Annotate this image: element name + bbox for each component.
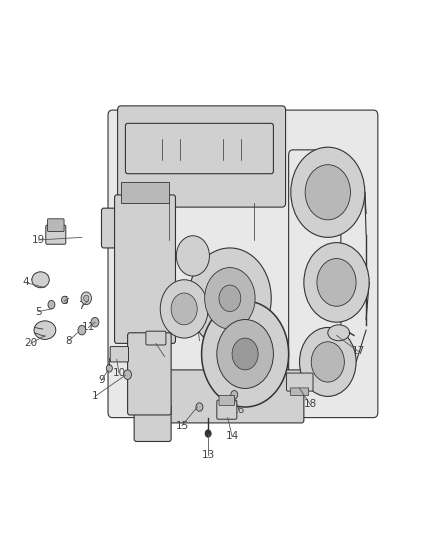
Circle shape (188, 248, 271, 349)
Ellipse shape (118, 247, 150, 286)
Circle shape (61, 296, 67, 304)
Circle shape (84, 295, 89, 302)
Ellipse shape (118, 215, 142, 244)
Text: 15: 15 (175, 421, 189, 431)
FancyBboxPatch shape (125, 123, 273, 174)
FancyBboxPatch shape (121, 182, 169, 203)
Circle shape (48, 301, 55, 309)
Text: 6: 6 (61, 296, 68, 306)
Ellipse shape (124, 254, 145, 279)
FancyBboxPatch shape (108, 110, 378, 418)
FancyBboxPatch shape (219, 395, 235, 406)
Text: 11: 11 (82, 322, 95, 333)
FancyBboxPatch shape (217, 400, 237, 419)
Text: 13: 13 (201, 450, 215, 460)
Circle shape (205, 268, 255, 329)
FancyBboxPatch shape (138, 370, 304, 423)
Circle shape (81, 292, 92, 305)
Circle shape (91, 317, 99, 327)
FancyBboxPatch shape (134, 405, 171, 441)
FancyBboxPatch shape (290, 388, 309, 395)
Text: 18: 18 (304, 399, 317, 409)
FancyBboxPatch shape (117, 106, 286, 207)
Circle shape (305, 165, 350, 220)
Circle shape (219, 285, 241, 312)
Text: 7: 7 (78, 301, 85, 311)
Circle shape (300, 327, 356, 397)
Ellipse shape (111, 207, 148, 252)
Circle shape (160, 280, 208, 338)
Circle shape (217, 319, 273, 389)
Text: 5: 5 (35, 306, 42, 317)
Circle shape (201, 301, 289, 407)
Circle shape (291, 147, 365, 237)
Circle shape (232, 338, 258, 370)
Text: 16: 16 (232, 405, 245, 415)
FancyBboxPatch shape (127, 333, 171, 415)
Text: 1: 1 (92, 391, 98, 401)
Circle shape (106, 365, 113, 372)
Text: 9: 9 (98, 375, 105, 385)
FancyBboxPatch shape (286, 373, 313, 391)
Circle shape (177, 236, 209, 276)
Ellipse shape (34, 321, 56, 340)
FancyBboxPatch shape (46, 225, 66, 244)
FancyBboxPatch shape (115, 195, 176, 343)
Text: 19: 19 (32, 235, 45, 245)
Circle shape (304, 243, 369, 322)
Circle shape (171, 293, 197, 325)
Circle shape (311, 342, 344, 382)
Text: 17: 17 (352, 346, 365, 357)
Ellipse shape (32, 272, 49, 288)
Circle shape (124, 370, 131, 379)
Text: 14: 14 (226, 431, 239, 441)
Circle shape (317, 259, 356, 306)
Ellipse shape (328, 325, 350, 341)
FancyBboxPatch shape (110, 346, 128, 362)
Circle shape (205, 430, 211, 437)
Text: 12: 12 (158, 352, 171, 361)
Text: 4: 4 (22, 277, 28, 287)
FancyBboxPatch shape (146, 331, 166, 345)
FancyBboxPatch shape (47, 219, 64, 231)
Circle shape (196, 403, 203, 411)
FancyBboxPatch shape (102, 208, 136, 248)
Text: 10: 10 (112, 368, 125, 377)
Text: 8: 8 (66, 336, 72, 346)
Circle shape (78, 325, 86, 335)
Text: 20: 20 (25, 338, 38, 349)
Circle shape (231, 391, 238, 399)
